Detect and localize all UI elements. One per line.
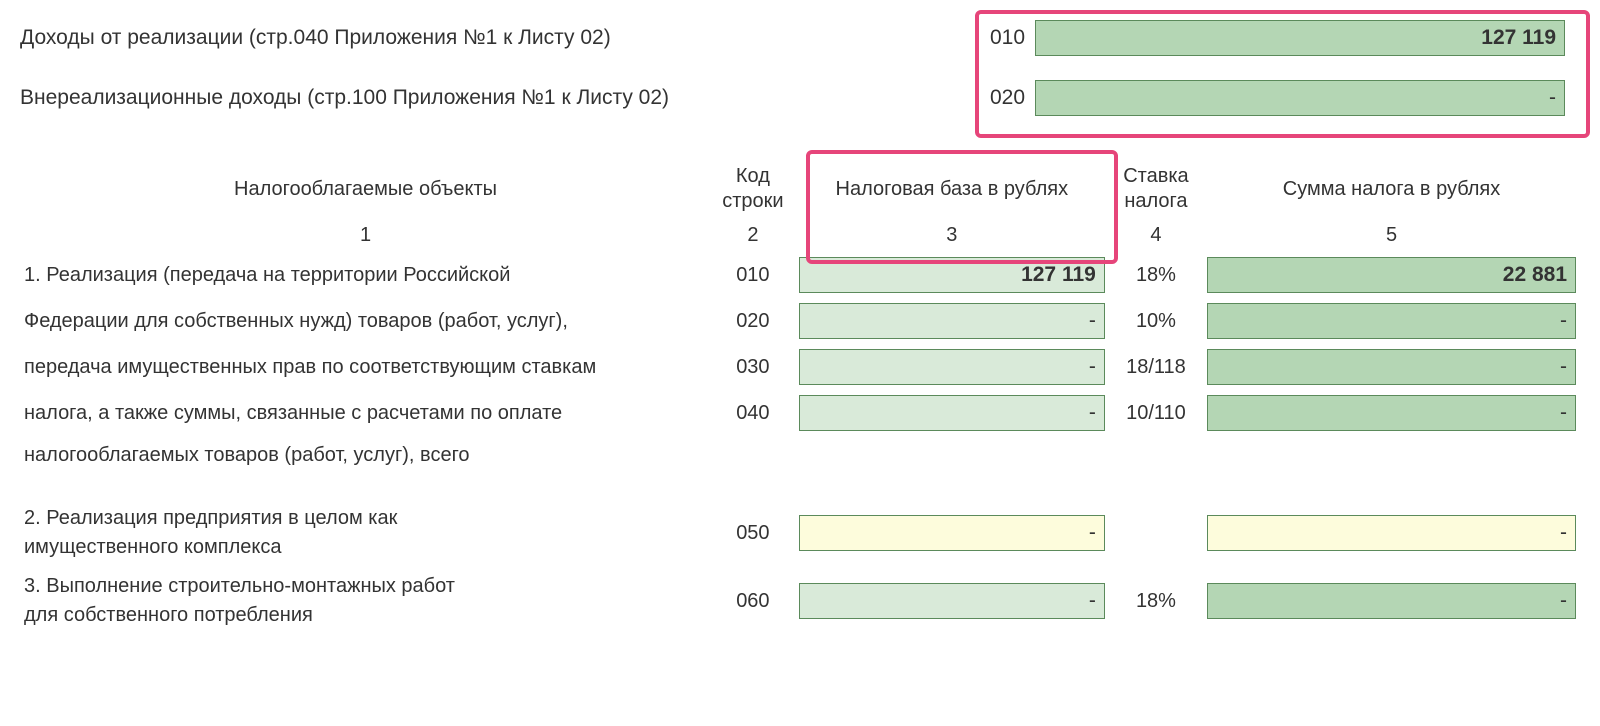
desc-section2: 2. Реализация предприятия в целом как им…	[20, 502, 711, 564]
income-row-020: Внереализационные доходы (стр.100 Прилож…	[20, 80, 1580, 116]
colnum-desc: 1	[20, 222, 711, 249]
income-value-010[interactable]: 127 119	[1035, 20, 1565, 56]
row-rate	[1109, 502, 1203, 564]
desc-line: налога, а также суммы, связанные с расче…	[20, 393, 711, 433]
row-code: 050	[711, 502, 795, 564]
desc-line: 1. Реализация (передача на территории Ро…	[20, 255, 711, 295]
income-summary: Доходы от реализации (стр.040 Приложения…	[20, 20, 1580, 116]
tax-table-section: Налогооблагаемые объекты Код строки Нало…	[20, 156, 1580, 638]
row-rate: 10%	[1109, 301, 1203, 341]
tax-base-050[interactable]: -	[799, 515, 1105, 551]
tax-base-060[interactable]: -	[799, 583, 1105, 619]
tax-sum-030[interactable]: -	[1207, 349, 1576, 385]
row-code: 060	[711, 570, 795, 632]
colnum-sum: 5	[1203, 222, 1580, 249]
table-row: налогооблагаемых товаров (работ, услуг),…	[20, 439, 1580, 472]
tax-sum-060[interactable]: -	[1207, 583, 1576, 619]
table-header-row: Налогооблагаемые объекты Код строки Нало…	[20, 162, 1580, 216]
income-row-010: Доходы от реализации (стр.040 Приложения…	[20, 20, 1580, 56]
desc-line: передача имущественных прав по соответст…	[20, 347, 711, 387]
income-code: 010	[920, 26, 1025, 50]
table-row: 1. Реализация (передача на территории Ро…	[20, 255, 1580, 295]
tax-base-010[interactable]: 127 119	[799, 257, 1105, 293]
row-code: 040	[711, 393, 795, 433]
tax-base-040[interactable]: -	[799, 395, 1105, 431]
table-row: Федерации для собственных нужд) товаров …	[20, 301, 1580, 341]
tax-table: Налогооблагаемые объекты Код строки Нало…	[20, 156, 1580, 638]
table-colnum-row: 1 2 3 4 5	[20, 222, 1580, 249]
table-row: налога, а также суммы, связанные с расче…	[20, 393, 1580, 433]
tax-base-020[interactable]: -	[799, 303, 1105, 339]
desc-line: Федерации для собственных нужд) товаров …	[20, 301, 711, 341]
tax-sum-020[interactable]: -	[1207, 303, 1576, 339]
tax-sum-040[interactable]: -	[1207, 395, 1576, 431]
row-rate: 18%	[1109, 255, 1203, 295]
desc-line: налогооблагаемых товаров (работ, услуг),…	[20, 439, 711, 472]
row-code: 030	[711, 347, 795, 387]
hdr-code: Код строки	[711, 162, 795, 216]
row-code: 010	[711, 255, 795, 295]
row-rate: 18/118	[1109, 347, 1203, 387]
income-code: 020	[920, 86, 1025, 110]
desc-section3: 3. Выполнение строительно-монтажных рабо…	[20, 570, 711, 632]
row-rate: 18%	[1109, 570, 1203, 632]
income-label: Доходы от реализации (стр.040 Приложения…	[20, 26, 920, 50]
colnum-rate: 4	[1109, 222, 1203, 249]
hdr-sum: Сумма налога в рублях	[1203, 162, 1580, 216]
colnum-code: 2	[711, 222, 795, 249]
row-rate: 10/110	[1109, 393, 1203, 433]
row-code: 020	[711, 301, 795, 341]
tax-sum-050[interactable]: -	[1207, 515, 1576, 551]
income-label: Внереализационные доходы (стр.100 Прилож…	[20, 86, 920, 110]
hdr-desc: Налогооблагаемые объекты	[20, 162, 711, 216]
income-value-020[interactable]: -	[1035, 80, 1565, 116]
tax-sum-010[interactable]: 22 881	[1207, 257, 1576, 293]
colnum-base: 3	[795, 222, 1109, 249]
tax-base-030[interactable]: -	[799, 349, 1105, 385]
hdr-rate: Ставка налога	[1109, 162, 1203, 216]
table-row: передача имущественных прав по соответст…	[20, 347, 1580, 387]
hdr-base: Налоговая база в рублях	[795, 162, 1109, 216]
